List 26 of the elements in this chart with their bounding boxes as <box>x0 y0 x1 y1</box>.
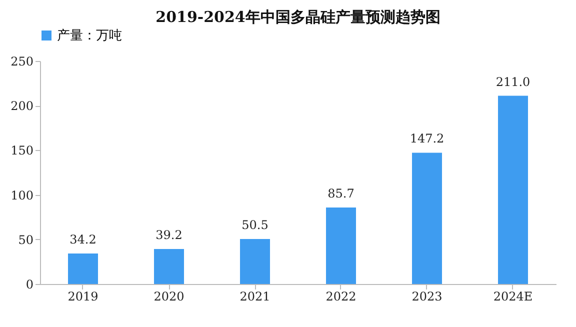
bar <box>498 96 528 284</box>
x-tick-label: 2024E <box>493 290 533 304</box>
bar <box>326 208 356 284</box>
text: 147.2 <box>410 132 444 146</box>
text: 39.2 <box>156 228 182 242</box>
x-tick-label: 2020 <box>154 290 184 304</box>
y-tick-label: 200 <box>10 99 34 114</box>
x-tick-label: 2019 <box>68 290 98 304</box>
y-tick-label: 100 <box>10 188 34 202</box>
y-tick-label: 0 <box>26 278 34 292</box>
bar <box>412 152 442 284</box>
text: 85.7 <box>328 186 354 201</box>
text: 50.5 <box>242 218 268 232</box>
x-tick-label: 2021 <box>240 290 270 304</box>
y-tick-label: 150 <box>10 144 34 158</box>
text: 34.2 <box>70 232 96 246</box>
x-tick-label: 2022 <box>326 290 356 304</box>
legend-label: 产量：万吨 <box>57 28 122 44</box>
y-tick-label: 250 <box>10 54 34 68</box>
bar <box>154 249 184 284</box>
chart-title: 2019-2024年中国多晶硅产量预测趋势图 <box>156 8 440 26</box>
bar <box>240 238 270 284</box>
text: 211.0 <box>496 74 530 89</box>
bar <box>68 253 98 284</box>
x-tick-label: 2023 <box>412 290 442 304</box>
y-tick-label: 50 <box>18 232 34 247</box>
